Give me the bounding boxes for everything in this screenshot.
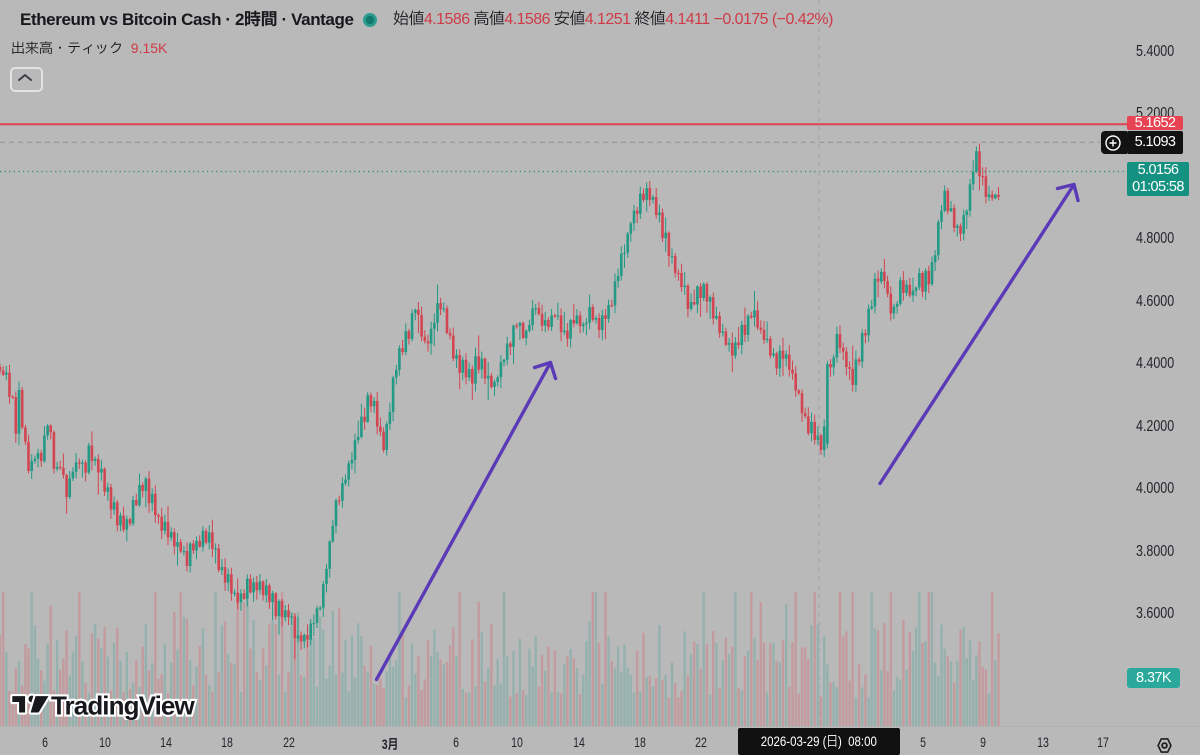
- svg-text:TradingView: TradingView: [51, 691, 195, 721]
